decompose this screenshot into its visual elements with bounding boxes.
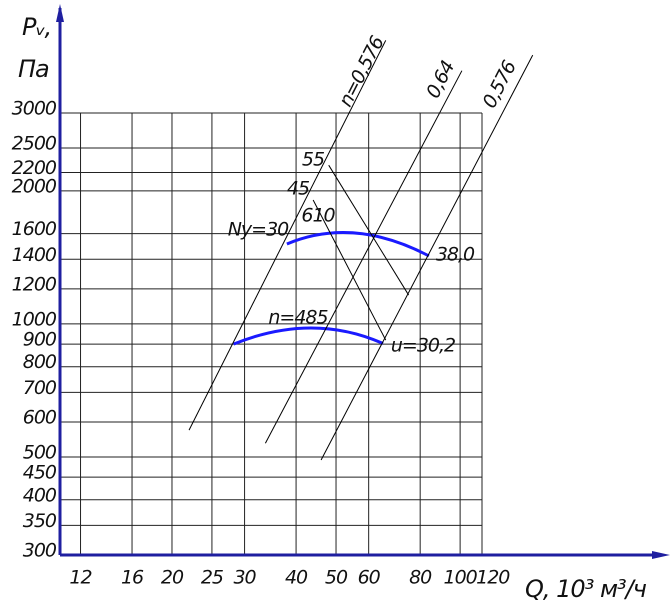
x-axis-arrow bbox=[652, 551, 670, 559]
line bbox=[320, 54, 534, 461]
y-tick-label: 1000 bbox=[12, 308, 57, 330]
annotation: 610 bbox=[301, 205, 335, 227]
y-tick-label: 800 bbox=[23, 351, 57, 373]
y-tick-label: 1600 bbox=[12, 218, 57, 240]
y-tick-label: 1400 bbox=[12, 244, 57, 266]
x-tick-label: 50 bbox=[325, 567, 348, 589]
y-tick-label: 2000 bbox=[12, 175, 57, 197]
annotation: 55 bbox=[302, 149, 325, 171]
annotation: 45 bbox=[287, 178, 310, 200]
x-tick-label: 12 bbox=[69, 567, 91, 589]
curve bbox=[286, 231, 430, 258]
x-tick-label: 100 bbox=[443, 567, 477, 589]
line bbox=[188, 40, 387, 431]
x-tick-label: 30 bbox=[233, 567, 256, 589]
line bbox=[312, 199, 387, 341]
x-tick-label: 60 bbox=[358, 567, 381, 589]
y-tick-label: 700 bbox=[23, 377, 57, 399]
y-tick-label: 450 bbox=[23, 462, 57, 484]
curve bbox=[232, 326, 384, 346]
y-tick-label: 2500 bbox=[12, 132, 57, 154]
y-tick-label: 400 bbox=[23, 484, 57, 506]
x-tick-label: 25 bbox=[201, 567, 224, 589]
y-tick-label: 1200 bbox=[12, 273, 57, 295]
x-tick-label: 20 bbox=[161, 567, 184, 589]
x-tick-label: 80 bbox=[409, 567, 432, 589]
y-axis-label: Pᵥ, bbox=[22, 13, 51, 41]
x-tick-label: 40 bbox=[285, 567, 308, 589]
x-tick-label: 16 bbox=[121, 567, 144, 589]
annotation: 0,576 bbox=[479, 57, 521, 112]
annotation: Ny=30 bbox=[228, 219, 289, 241]
line bbox=[328, 164, 410, 296]
annotation: 0,64 bbox=[422, 58, 459, 102]
y-tick-label: 500 bbox=[23, 441, 57, 463]
y-tick-label: 3000 bbox=[12, 98, 57, 120]
y-tick-label: 600 bbox=[23, 406, 57, 428]
annotation: n=0,576 bbox=[335, 32, 389, 110]
y-tick-label: 350 bbox=[23, 510, 57, 532]
x-axis-label: Q, 10³ м³/ч bbox=[525, 575, 647, 603]
annotation: 38,0 bbox=[436, 244, 475, 266]
y-tick-label: 300 bbox=[23, 540, 57, 562]
line bbox=[264, 70, 463, 444]
y-tick-label: 2200 bbox=[12, 157, 57, 179]
annotation: u=30,2 bbox=[391, 335, 455, 357]
x-tick-label: 120 bbox=[476, 567, 510, 589]
y-tick-label: 900 bbox=[23, 329, 57, 351]
y-axis-label: Па bbox=[18, 55, 49, 83]
y-axis-arrow bbox=[56, 4, 64, 22]
annotation: n=485 bbox=[268, 307, 328, 329]
